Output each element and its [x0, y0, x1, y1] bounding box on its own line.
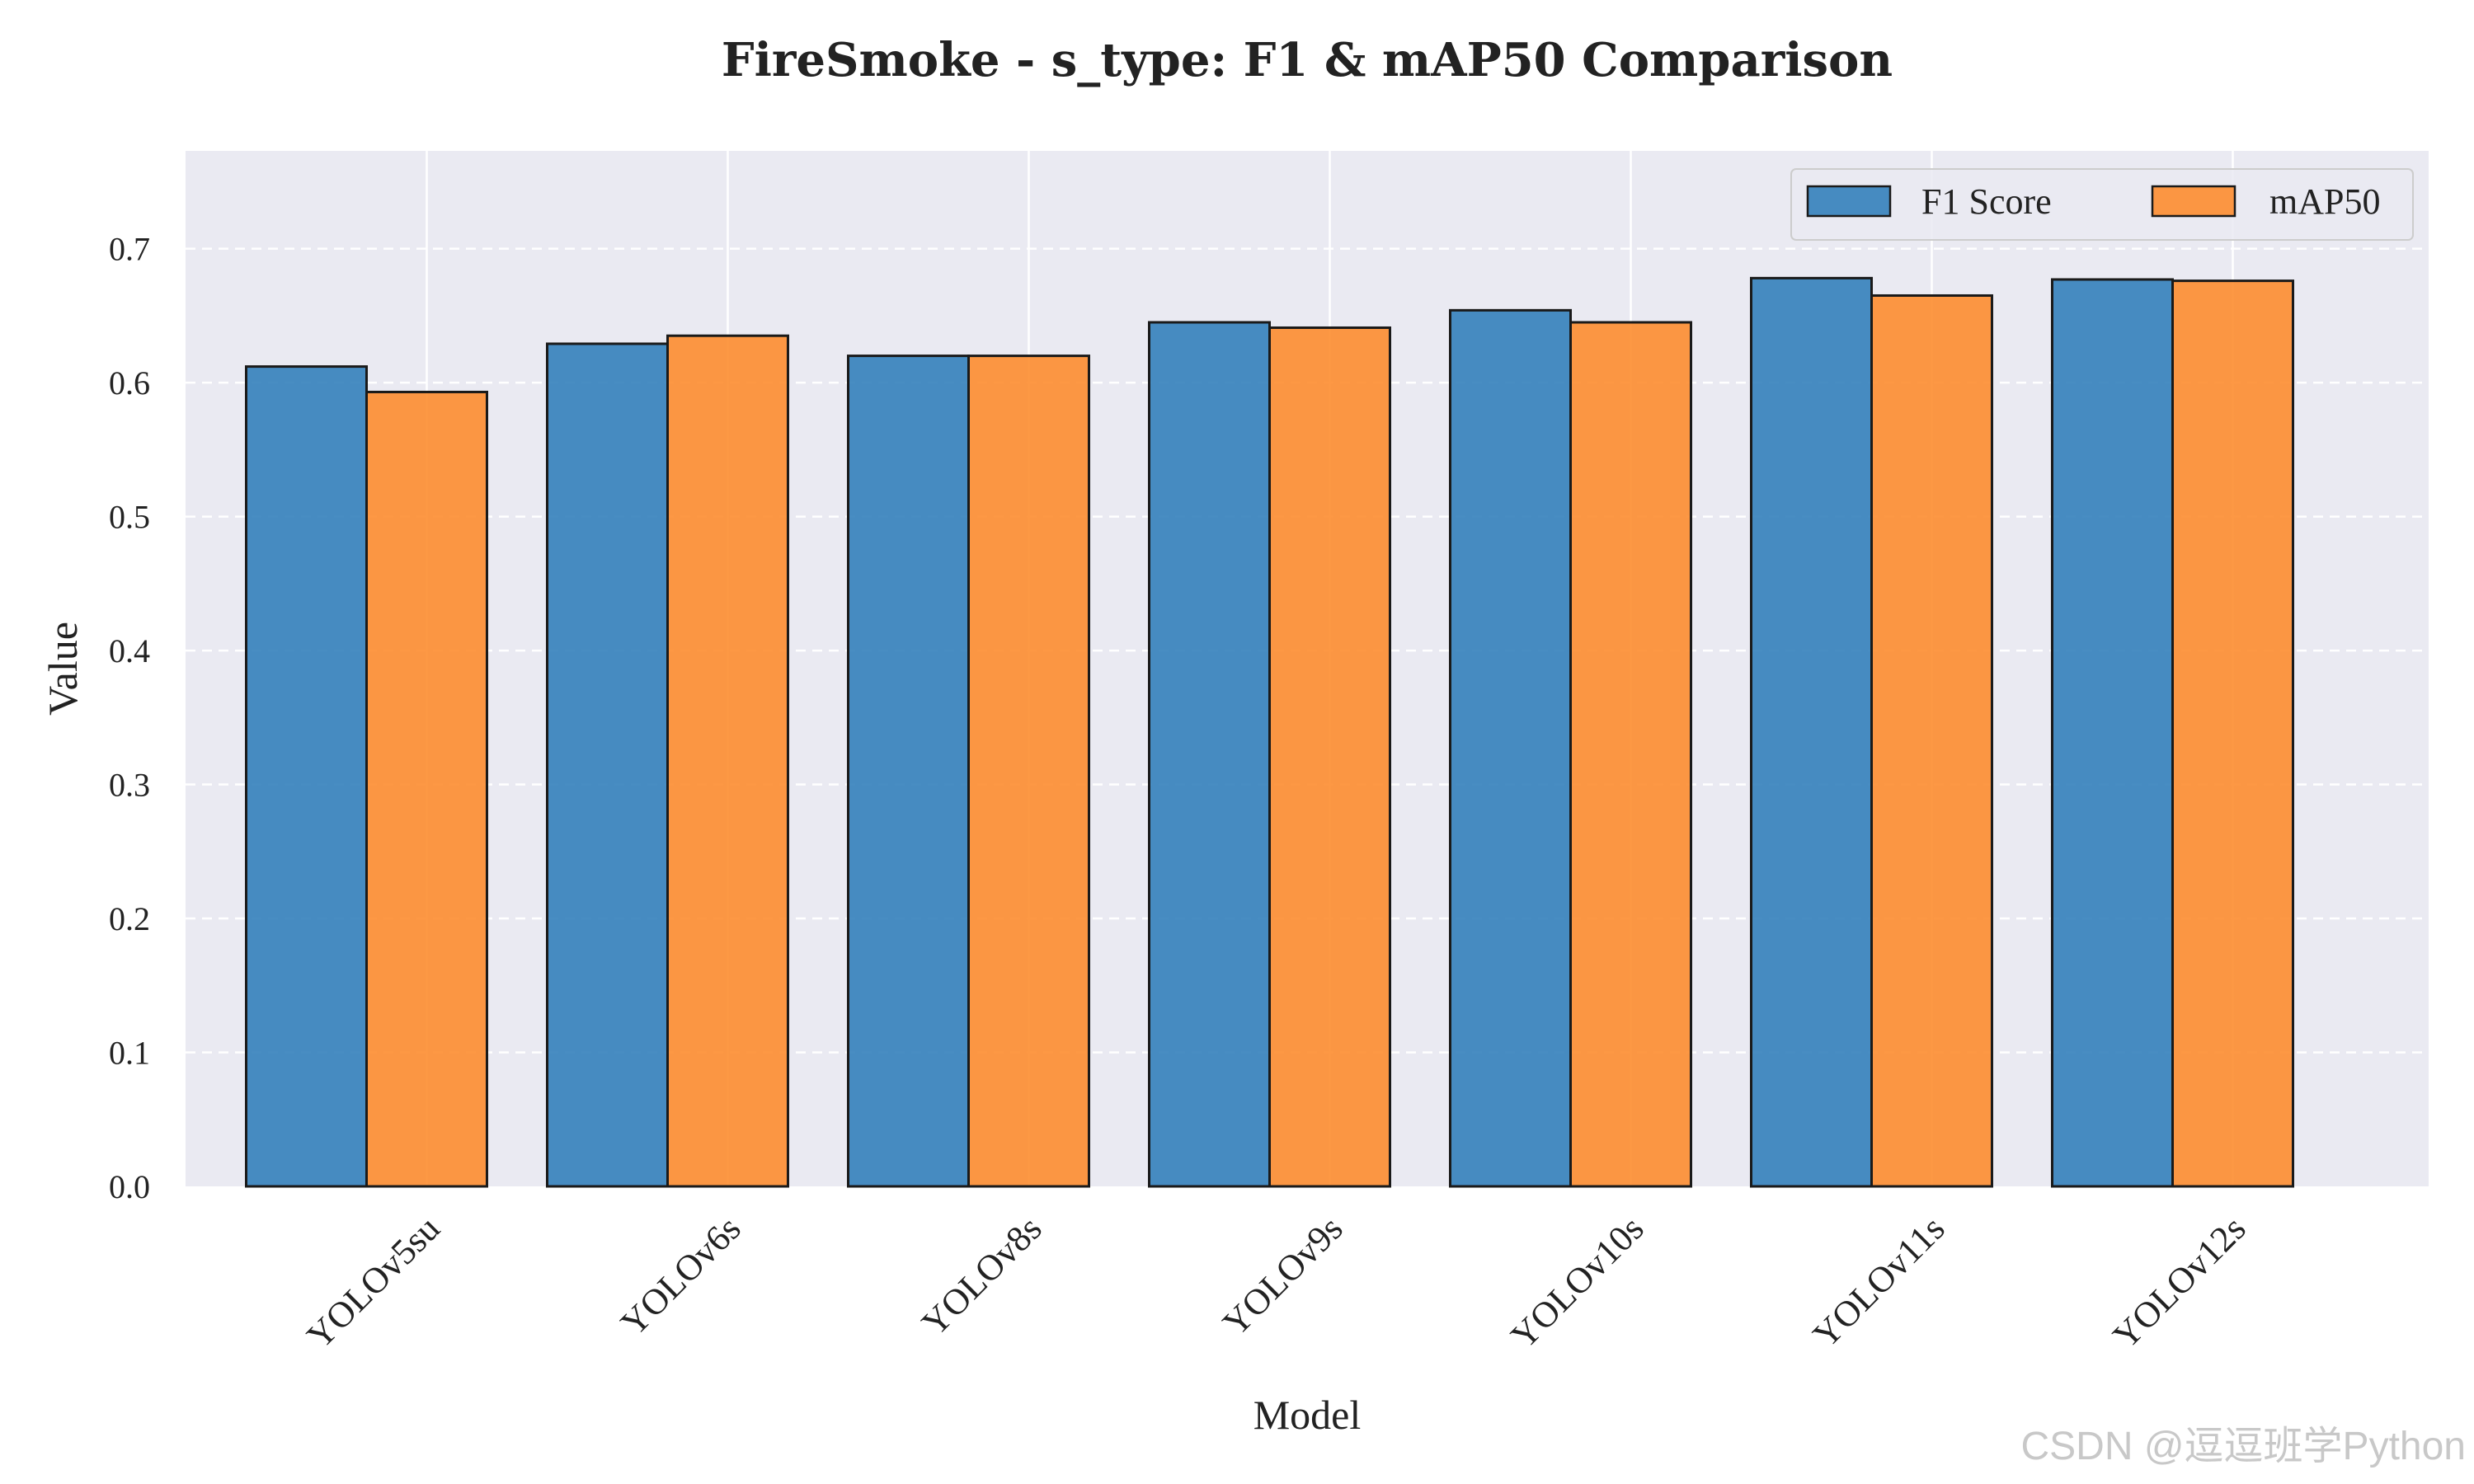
x-axis-ticks: YOLOv5su YOLOv6s YOLOv8s YOLOv9s YOLOv10s YOL…	[299, 1208, 2254, 1356]
y-tick-label: 0.5	[109, 499, 150, 536]
bars-layer	[245, 276, 2294, 1188]
y-tick-label: 0.0	[109, 1168, 150, 1205]
bar-f1-score	[245, 365, 368, 1188]
bar-f1-score	[546, 342, 669, 1188]
legend-swatch-f1-score	[1806, 185, 1892, 218]
bar-map50	[2171, 279, 2294, 1188]
y-axis-label: Value	[40, 622, 86, 716]
legend-swatch-map50	[2151, 185, 2236, 218]
y-tick-label: 0.2	[109, 900, 150, 937]
bar-map50	[1569, 321, 1692, 1188]
y-tick-label: 0.7	[109, 231, 150, 268]
legend-label-f1-score: F1 Score	[1921, 181, 2052, 222]
bar-f1-score	[2051, 278, 2174, 1188]
x-axis-label: Model	[1253, 1392, 1362, 1438]
bar-map50	[1268, 326, 1391, 1188]
y-axis-ticks: 0.0 0.1 0.2 0.3 0.4 0.5 0.6 0.7	[109, 231, 150, 1205]
x-tick-label: YOLOv5su	[299, 1208, 448, 1356]
legend-box	[1790, 168, 2414, 241]
bar-map50	[1870, 294, 1993, 1188]
y-tick-label: 0.3	[109, 767, 150, 804]
x-tick-label: YOLOv12s	[2105, 1208, 2254, 1356]
x-tick-label: YOLOv6s	[613, 1208, 748, 1343]
legend: F1 Score mAP50	[1790, 168, 2414, 241]
bar-map50	[365, 390, 488, 1188]
bar-f1-score	[1449, 308, 1572, 1188]
x-tick-label: YOLOv10s	[1503, 1208, 1652, 1356]
bar-map50	[666, 334, 789, 1188]
bar-f1-score	[1750, 276, 1873, 1188]
x-tick-label: YOLOv8s	[914, 1208, 1049, 1343]
y-tick-label: 0.6	[109, 364, 150, 402]
bar-f1-score	[1148, 321, 1271, 1188]
watermark: CSDN @逗逗班学Python	[2020, 1425, 2466, 1468]
y-tick-label: 0.4	[109, 632, 150, 669]
legend-label-map50: mAP50	[2269, 181, 2380, 222]
bar-f1-score	[847, 355, 970, 1188]
bar-map50	[967, 355, 1090, 1188]
y-tick-label: 0.1	[109, 1035, 150, 1072]
x-tick-label: YOLOv11s	[1805, 1208, 1953, 1355]
x-tick-label: YOLOv9s	[1215, 1208, 1350, 1343]
chart-title: FireSmoke - s_type: F1 & mAP50 Compariso…	[722, 33, 1893, 87]
